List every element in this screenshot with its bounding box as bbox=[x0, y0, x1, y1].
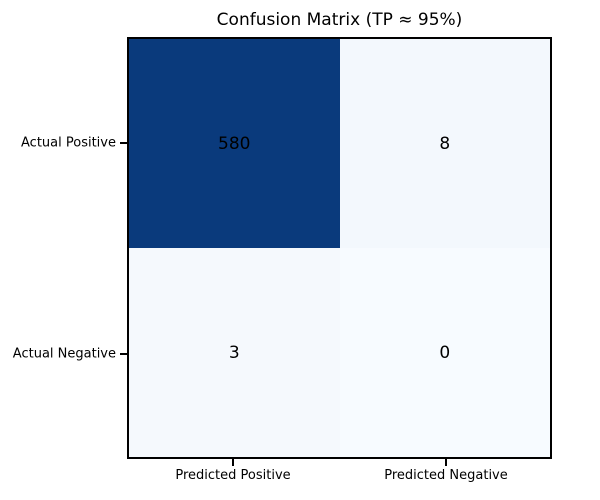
cell-actual-positive-predicted-negative: 8 bbox=[339, 39, 550, 248]
heatmap-plot-area: 580 8 3 0 bbox=[127, 37, 552, 459]
y-axis-tick-mark bbox=[120, 353, 127, 355]
y-axis-tick-mark bbox=[120, 142, 127, 144]
y-axis-tick-label-actual-positive: Actual Positive bbox=[21, 135, 116, 151]
x-axis-tick-mark bbox=[232, 459, 234, 466]
cell-actual-positive-predicted-positive: 580 bbox=[129, 39, 340, 248]
chart-title: Confusion Matrix (TP ≈ 95%) bbox=[216, 10, 463, 30]
y-axis-tick-label-actual-negative: Actual Negative bbox=[12, 346, 116, 362]
cell-value-false-negative: 8 bbox=[439, 133, 451, 154]
cell-actual-negative-predicted-positive: 3 bbox=[129, 248, 340, 457]
cell-value-false-positive: 3 bbox=[228, 342, 240, 363]
cell-value-true-negative: 0 bbox=[439, 342, 451, 363]
cell-actual-negative-predicted-negative: 0 bbox=[339, 248, 550, 457]
x-axis-tick-label-predicted-positive: Predicted Positive bbox=[175, 468, 291, 483]
x-axis-tick-label-predicted-negative: Predicted Negative bbox=[384, 468, 508, 483]
cell-value-true-positive: 580 bbox=[218, 133, 251, 154]
x-axis-tick-mark bbox=[445, 459, 447, 466]
